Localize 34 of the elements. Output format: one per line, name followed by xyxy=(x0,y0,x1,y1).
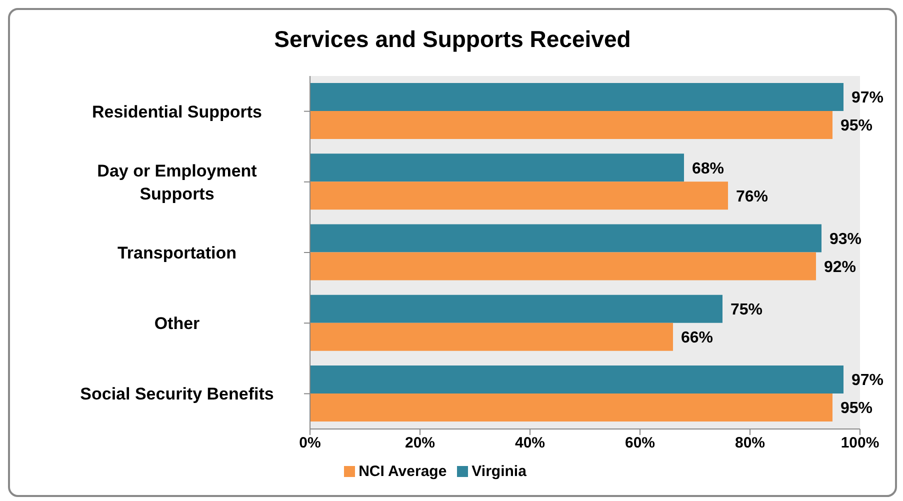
bar xyxy=(310,252,816,280)
x-tick-label: 100% xyxy=(840,434,880,452)
bar xyxy=(310,294,722,323)
legend-label: NCI Average xyxy=(358,463,447,480)
data-label: 95% xyxy=(840,400,873,418)
bar xyxy=(310,182,728,210)
bar xyxy=(310,224,822,252)
data-label: 75% xyxy=(730,302,763,319)
y-tick-label: Transportation xyxy=(117,243,237,262)
data-label: 97% xyxy=(852,90,884,107)
x-tick-label: 0% xyxy=(299,434,321,452)
data-label: 95% xyxy=(840,118,873,135)
bar xyxy=(310,111,832,140)
y-tick-label: Other xyxy=(154,314,200,333)
y-tick-label: Social Security Benefits xyxy=(80,384,274,404)
chart-title: Services and Supports Received xyxy=(273,26,632,54)
data-label: 92% xyxy=(824,258,856,276)
y-tick-label: Residential Supports xyxy=(92,102,262,121)
data-label: 68% xyxy=(692,160,724,178)
legend-label: Virginia xyxy=(472,463,526,480)
bar xyxy=(310,393,832,422)
data-label: 76% xyxy=(736,188,768,206)
data-label: 93% xyxy=(830,230,862,248)
bar xyxy=(310,83,844,112)
data-label: 97% xyxy=(852,372,884,390)
bar xyxy=(310,154,684,182)
x-tick-label: 20% xyxy=(404,434,436,452)
bar xyxy=(310,322,673,351)
x-tick-label: 80% xyxy=(734,434,766,452)
bar xyxy=(310,365,844,394)
data-label: 66% xyxy=(681,330,714,347)
y-tick-label: Day or Employment Supports xyxy=(97,160,258,203)
x-tick-label: 60% xyxy=(624,434,656,452)
x-tick-label: 40% xyxy=(514,434,546,452)
